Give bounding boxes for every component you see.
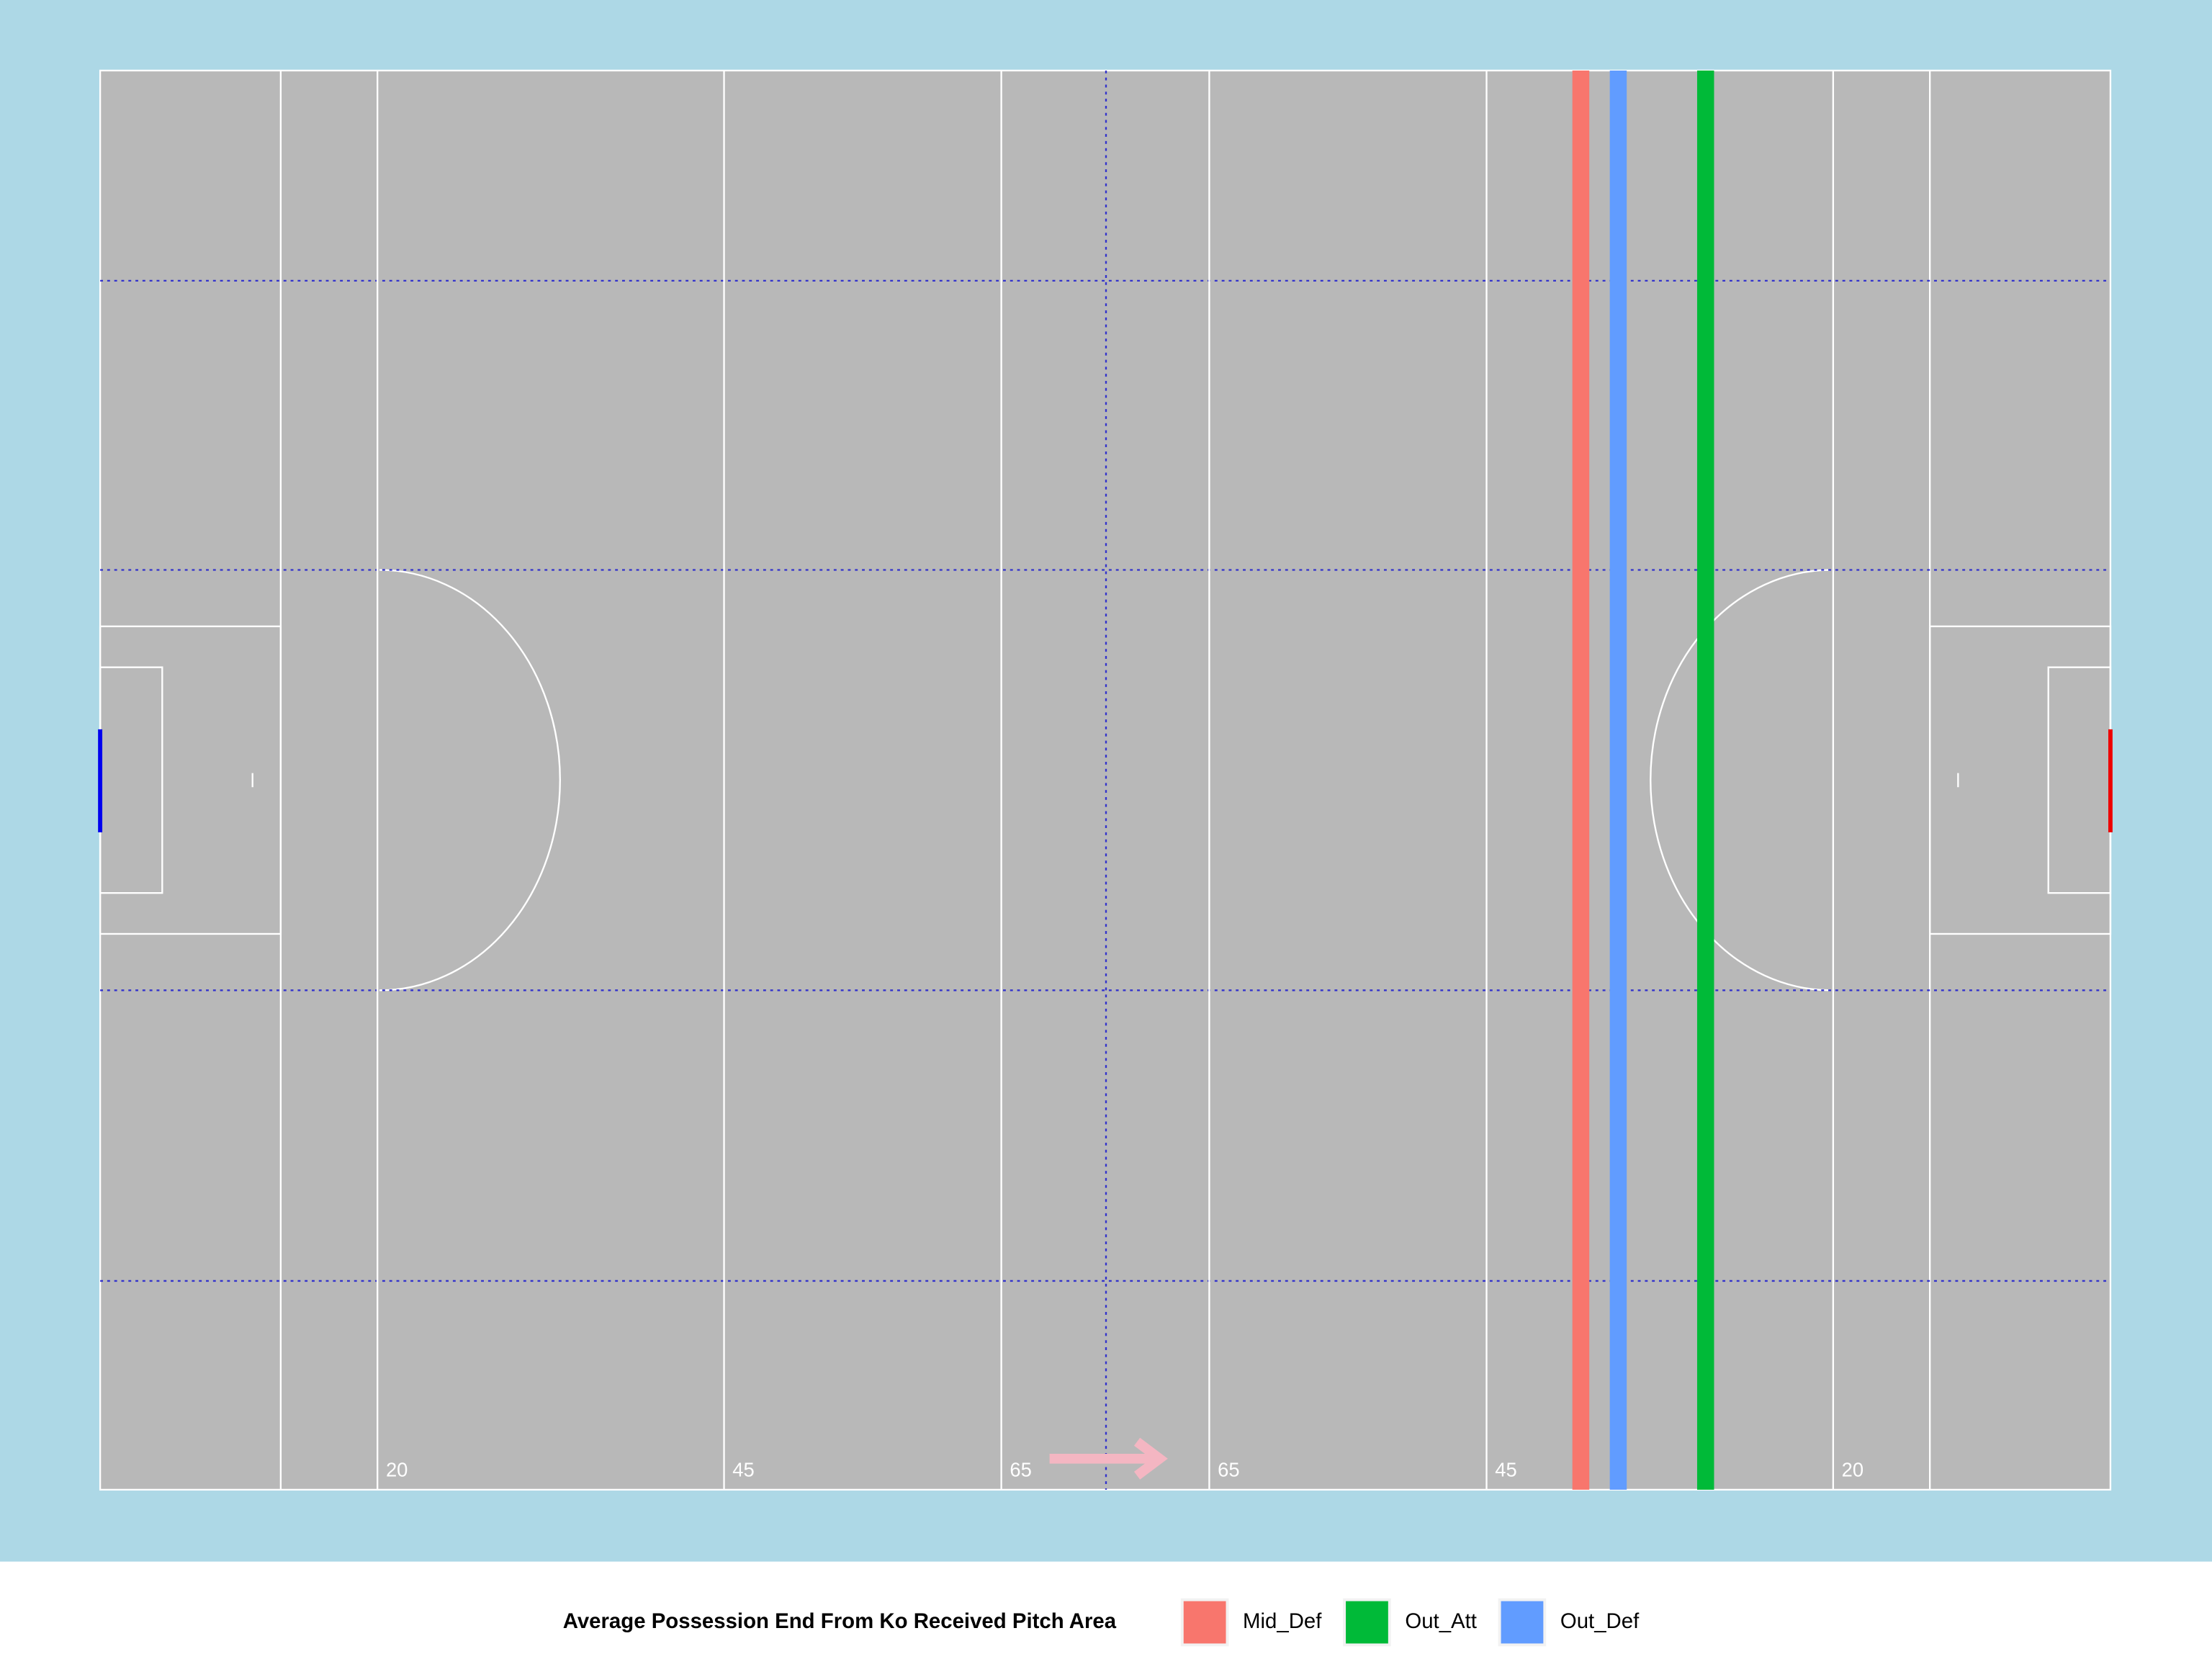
x-tick-label: 45 xyxy=(1495,1459,1516,1481)
legend-swatch xyxy=(1180,1598,1229,1647)
pitch-markings xyxy=(98,70,2113,1490)
legend-label: Mid_Def xyxy=(1243,1609,1322,1633)
legend-label: Out_Def xyxy=(1560,1609,1640,1633)
legend-title: Average Possession End From Ko Received … xyxy=(563,1609,1117,1633)
x-tick-label: 20 xyxy=(386,1459,408,1481)
arc xyxy=(1650,569,1832,992)
legend-swatch xyxy=(1343,1598,1391,1647)
legend-swatch xyxy=(1498,1598,1547,1647)
pitch xyxy=(99,69,2112,1491)
x-tick-label: 45 xyxy=(732,1459,754,1481)
x-tick-label: 65 xyxy=(1218,1459,1239,1481)
possession-line xyxy=(1572,70,1590,1490)
x-tick-label: 20 xyxy=(1842,1459,1863,1481)
x-tick-label: 65 xyxy=(1010,1459,1031,1481)
direction-arrow xyxy=(1049,1437,1168,1480)
possession-line xyxy=(1696,70,1714,1490)
legend-label: Out_Att xyxy=(1405,1609,1477,1633)
legend-background xyxy=(0,1561,2212,1659)
arc xyxy=(379,569,561,992)
possession-line xyxy=(1609,70,1627,1490)
